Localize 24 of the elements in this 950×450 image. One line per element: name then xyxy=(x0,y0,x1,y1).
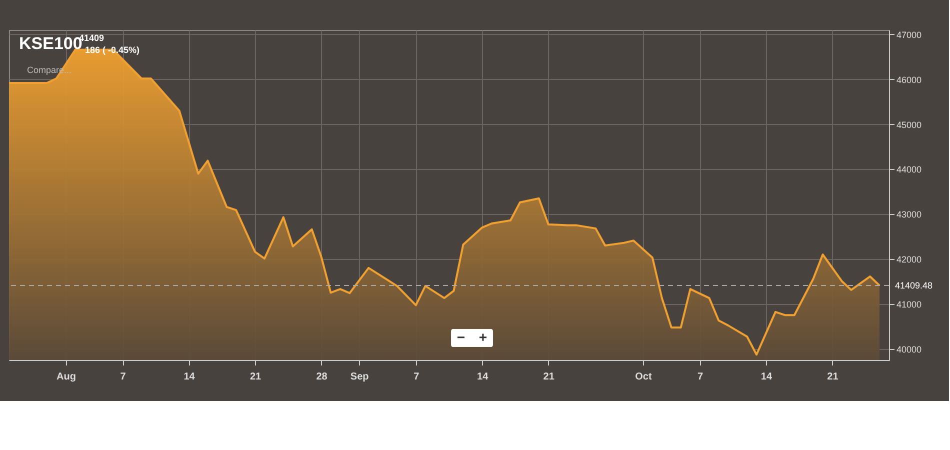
y-tick-label: 41000 xyxy=(896,299,922,310)
y-tick-label: 45000 xyxy=(896,120,922,130)
y-tick-label: 40000 xyxy=(896,344,922,354)
x-tick-label: 14 xyxy=(760,372,772,382)
x-tick-label: 21 xyxy=(827,372,839,382)
y-tick-label: 44000 xyxy=(896,164,922,175)
x-tick-label: Aug xyxy=(56,372,76,382)
y-tick-label: 47000 xyxy=(896,30,922,40)
x-tick-label: 7 xyxy=(414,372,420,382)
x-tick-label: 7 xyxy=(697,372,704,382)
x-tick-label: Oct xyxy=(635,372,652,382)
x-tick-label: 21 xyxy=(543,372,555,382)
annotation: + xyxy=(478,329,488,345)
ref-line-label: 41409.48 xyxy=(895,280,933,290)
x-tick-label: 21 xyxy=(250,372,262,382)
y-tick-label: 42000 xyxy=(896,254,922,264)
x-tick-label: 28 xyxy=(316,372,328,382)
x-tick-label: 7 xyxy=(120,372,126,382)
y-tick-label: 43000 xyxy=(896,210,922,220)
y-tick-label: 46000 xyxy=(896,74,922,85)
x-tick-label: 14 xyxy=(184,372,196,382)
annotation: − xyxy=(456,329,466,345)
x-tick-label: 14 xyxy=(477,372,489,382)
x-tick-label: Sep xyxy=(350,372,369,382)
